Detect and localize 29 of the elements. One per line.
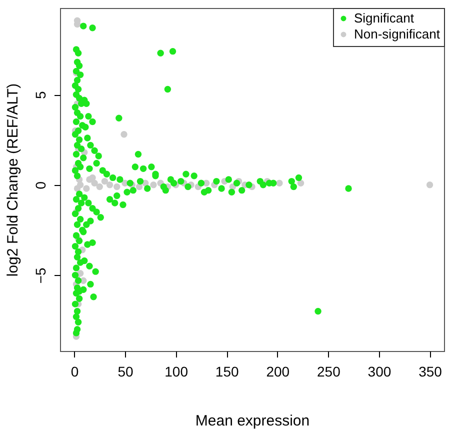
y-tick-label: 0 xyxy=(32,181,48,190)
point xyxy=(276,180,283,186)
point xyxy=(91,180,98,186)
legend-label: Non-significant xyxy=(354,26,440,42)
y-tick-label: −5 xyxy=(32,267,48,284)
point xyxy=(136,183,143,190)
x-tick-label: 300 xyxy=(368,364,392,380)
point xyxy=(106,182,114,188)
x-tick-label: 250 xyxy=(317,364,341,380)
x-tick-label: 150 xyxy=(215,364,239,380)
point xyxy=(297,180,304,186)
point xyxy=(150,182,157,188)
point xyxy=(83,185,90,192)
point xyxy=(120,131,128,138)
x-tick-label: 100 xyxy=(164,364,188,380)
x-tick-label: 0 xyxy=(70,364,79,380)
point xyxy=(114,183,120,190)
x-tick-label: 200 xyxy=(266,364,290,380)
point xyxy=(426,182,434,188)
point xyxy=(96,183,103,190)
legend-label: Significant xyxy=(354,10,414,26)
x-tick-label: 50 xyxy=(118,364,134,380)
y-tick-label: 5 xyxy=(32,91,48,100)
x-tick-label: 350 xyxy=(418,364,442,380)
point xyxy=(76,182,84,188)
point xyxy=(101,178,108,185)
y-axis-title: log2 Fold Change (REF/ALT) xyxy=(4,83,22,277)
x-axis-title: Mean expression xyxy=(195,412,310,430)
point xyxy=(89,174,96,182)
